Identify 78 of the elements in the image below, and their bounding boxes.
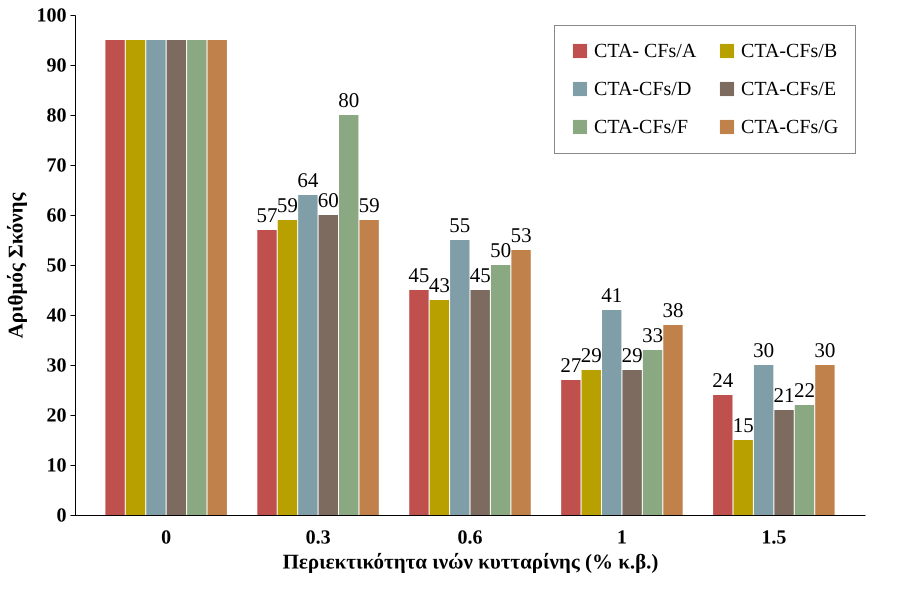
y-tick-label: 80 (46, 104, 66, 126)
y-tick-label: 50 (46, 254, 66, 276)
y-tick-label: 0 (56, 504, 66, 526)
data-label: 60 (318, 188, 339, 212)
bar (359, 220, 379, 515)
bar (187, 40, 206, 515)
y-axis-title: Αριθμός Σκόνης (4, 191, 28, 338)
y-tick-label: 60 (46, 204, 66, 226)
bar (794, 405, 814, 515)
x-tick-label: 1 (616, 526, 627, 548)
bar (734, 440, 753, 515)
legend-label: CTA- CFs/A (594, 40, 697, 62)
data-label: 22 (794, 378, 815, 402)
y-tick-label: 10 (46, 454, 66, 476)
data-label: 29 (622, 343, 643, 367)
data-label: 27 (560, 353, 582, 377)
data-label: 30 (753, 338, 774, 362)
data-label: 30 (814, 338, 836, 362)
bar (105, 40, 125, 515)
y-tick-label: 70 (46, 154, 66, 176)
data-label: 15 (732, 413, 754, 437)
bar (511, 250, 531, 515)
x-tick-label: 0.6 (458, 526, 482, 548)
data-label: 21 (774, 383, 795, 407)
data-label: 38 (662, 298, 684, 322)
legend-label: CTA-CFs/D (594, 78, 692, 100)
x-tick-label: 1.5 (761, 526, 786, 548)
bar (450, 240, 470, 515)
bar (470, 290, 490, 515)
x-tick-label: 0 (161, 526, 172, 548)
bar (754, 365, 774, 515)
data-label: 59 (276, 193, 298, 217)
data-label: 29 (580, 343, 602, 367)
bar (602, 310, 622, 515)
data-label: 45 (408, 263, 430, 287)
bar (713, 395, 732, 515)
y-tick-label: 30 (46, 354, 66, 376)
data-label: 80 (338, 88, 360, 112)
bar (815, 365, 835, 515)
legend-label: CTA-CFs/G (741, 116, 838, 138)
bar (166, 40, 186, 515)
bar (663, 325, 683, 515)
bar (278, 220, 298, 515)
data-label: 41 (601, 283, 622, 307)
x-tick-label: 0.3 (306, 526, 331, 548)
data-label: 55 (449, 213, 470, 237)
y-tick-label: 90 (46, 54, 66, 76)
y-tick-label: 100 (36, 4, 66, 26)
bar (490, 265, 510, 515)
data-label: 59 (358, 193, 380, 217)
bar (774, 410, 794, 515)
y-tick-label: 40 (46, 304, 66, 326)
data-label: 45 (470, 263, 491, 287)
legend-label: CTA-CFs/F (594, 116, 688, 138)
bar (430, 300, 450, 515)
x-axis-title: Περιεκτικότητα ινών κυτταρίνης (% κ.β.) (282, 550, 658, 574)
y-tick-label: 20 (46, 404, 66, 426)
bar (561, 380, 581, 515)
bar (318, 215, 338, 515)
bar (298, 195, 318, 515)
bar (622, 370, 642, 515)
bar (582, 370, 601, 515)
bar (409, 290, 429, 515)
bar (208, 40, 227, 515)
legend-label: CTA-CFs/E (741, 78, 836, 100)
bar (642, 350, 662, 515)
data-label: 33 (642, 323, 664, 347)
data-label: 43 (428, 273, 450, 297)
bar (339, 115, 358, 515)
data-label: 50 (490, 238, 512, 262)
bar (146, 40, 166, 515)
data-label: 64 (297, 168, 319, 192)
legend-label: CTA-CFs/B (741, 40, 838, 62)
data-label: 24 (712, 368, 734, 392)
data-label: 57 (256, 203, 278, 227)
bar (257, 230, 277, 515)
data-label: 53 (510, 223, 532, 247)
bar (126, 40, 146, 515)
